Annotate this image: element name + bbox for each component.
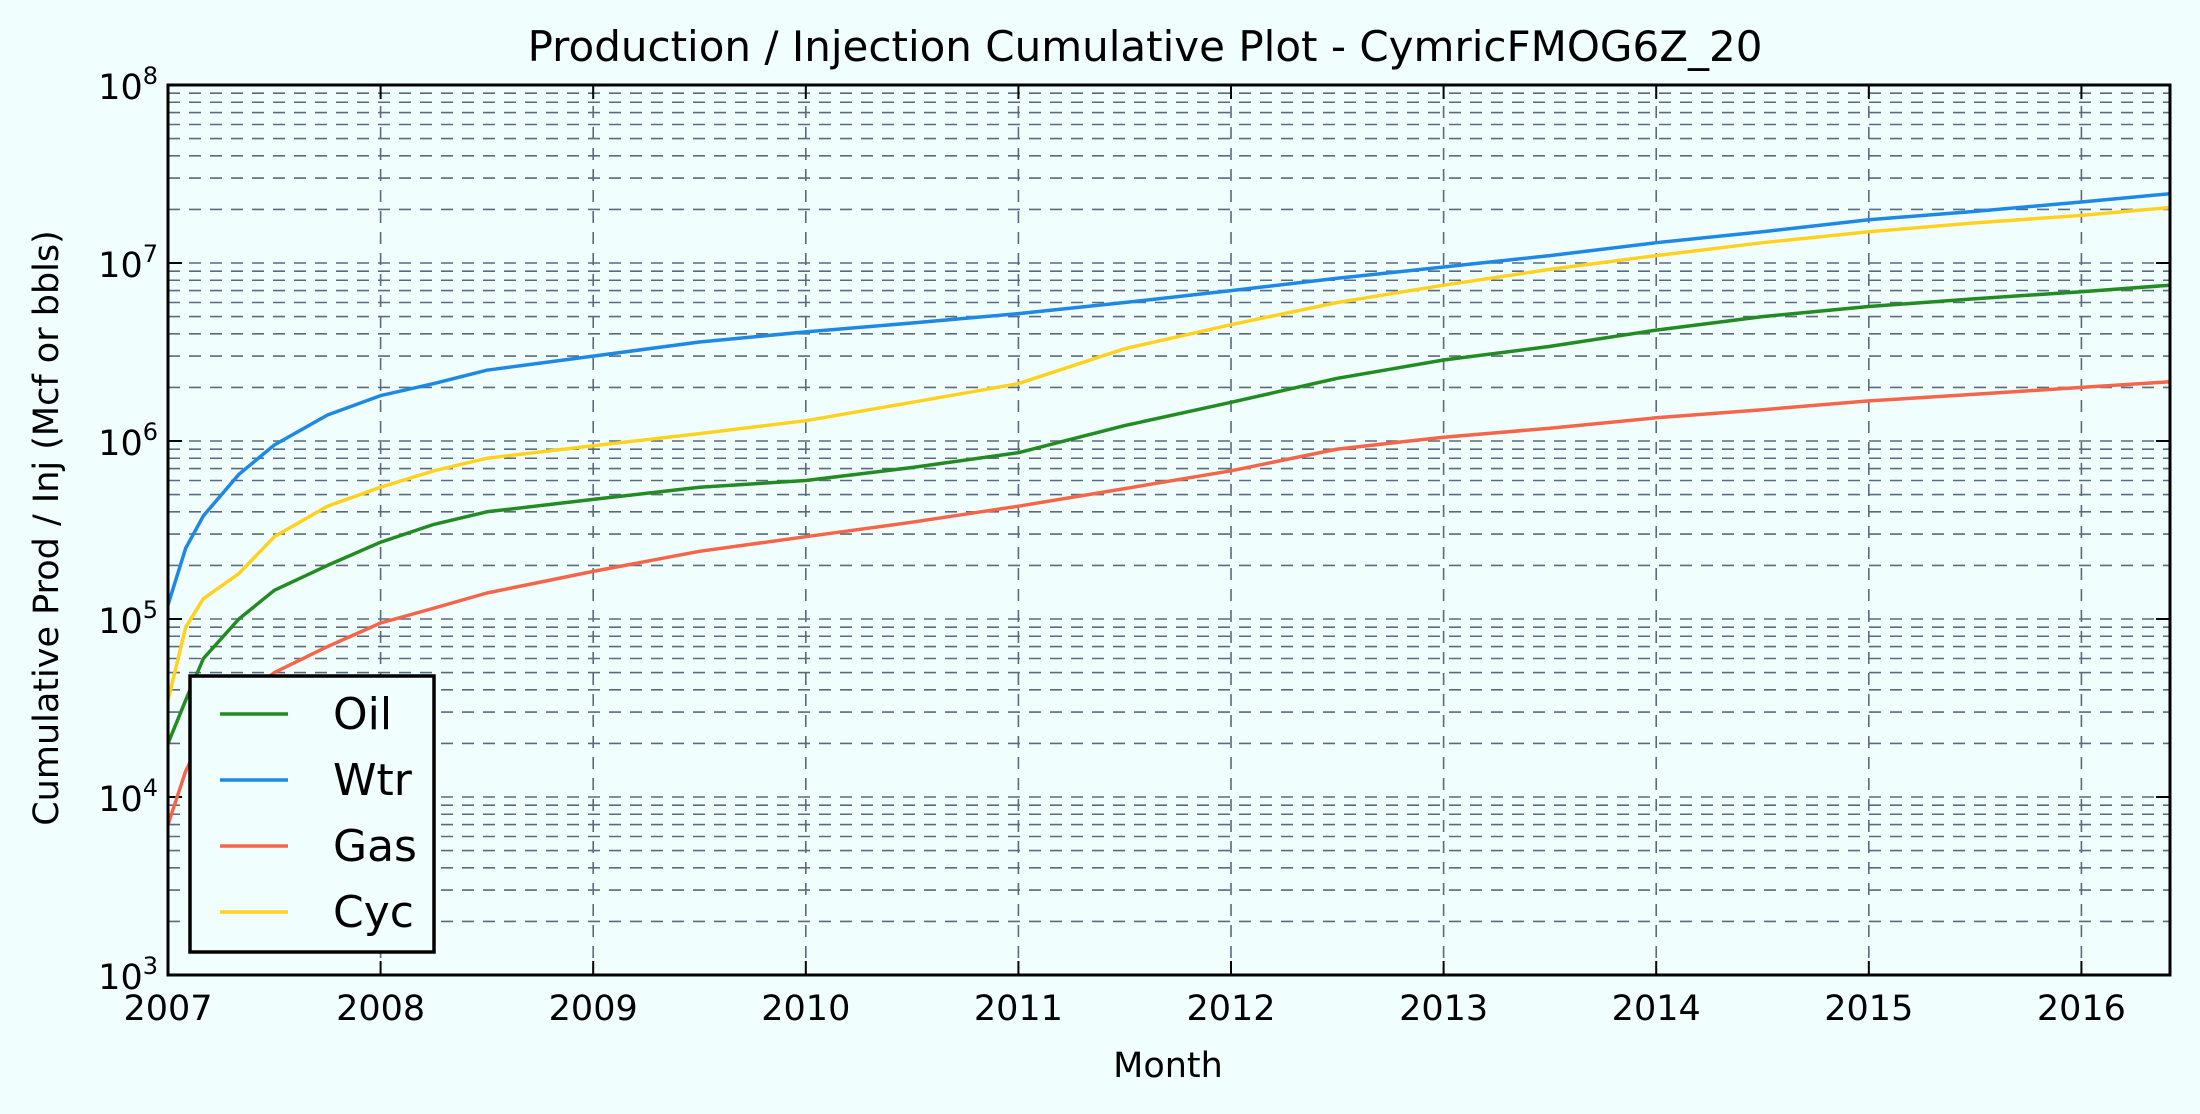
plot-frame: [166, 83, 2172, 977]
series-line-wtr: [166, 191, 2171, 606]
legend: Oil Wtr Gas Cyc: [188, 674, 436, 954]
y-tick-label: 103: [98, 952, 158, 998]
legend-label: Wtr: [333, 755, 413, 806]
y-tick-label: 105: [98, 596, 158, 642]
x-tick-label: 2008: [336, 989, 425, 1029]
y-tick-label: 108: [98, 62, 158, 108]
y-tick-label-base: 10: [98, 68, 143, 108]
x-tick-label: 2010: [761, 989, 850, 1029]
y-tick-label-base: 10: [98, 958, 143, 998]
y-tick-label-base: 10: [98, 780, 143, 820]
y-tick-label: 104: [98, 774, 158, 820]
legend-label: Cyc: [333, 887, 414, 938]
series-line-cyc: [166, 205, 2171, 701]
y-tick-label-base: 10: [98, 602, 143, 642]
y-axis-label: Cumulative Prod / Inj (Mcf or bbls): [27, 230, 67, 826]
x-tick-label: 2011: [974, 989, 1063, 1029]
y-tick-label-base: 10: [98, 424, 143, 464]
series-line-oil: [166, 283, 2171, 745]
series-line-gas: [166, 380, 2171, 826]
y-tick-label-exponent: 7: [143, 240, 158, 268]
y-tick-label-exponent: 8: [143, 62, 158, 90]
y-tick-label: 106: [98, 418, 158, 464]
y-tick-label-exponent: 5: [143, 596, 158, 624]
legend-box: [188, 674, 436, 954]
x-tick-label: 2014: [1612, 989, 1701, 1029]
y-tick-label-exponent: 4: [143, 774, 158, 802]
x-tick-label: 2013: [1399, 989, 1488, 1029]
x-tick-label: 2007: [123, 989, 212, 1029]
y-tick-label-exponent: 6: [143, 418, 158, 446]
legend-label: Oil: [333, 689, 392, 740]
x-axis-label: Month: [1113, 1046, 1223, 1086]
x-tick-label: 2016: [2037, 989, 2126, 1029]
legend-label: Gas: [333, 821, 417, 872]
y-tick-label-base: 10: [98, 246, 143, 286]
x-tick-label: 2015: [1824, 989, 1913, 1029]
chart-title: Production / Injection Cumulative Plot -…: [528, 22, 1763, 71]
x-tick-label: 2012: [1186, 989, 1275, 1029]
y-tick-label-exponent: 3: [143, 952, 158, 980]
y-tick-label: 107: [98, 240, 158, 286]
x-tick-label: 2009: [549, 989, 638, 1029]
